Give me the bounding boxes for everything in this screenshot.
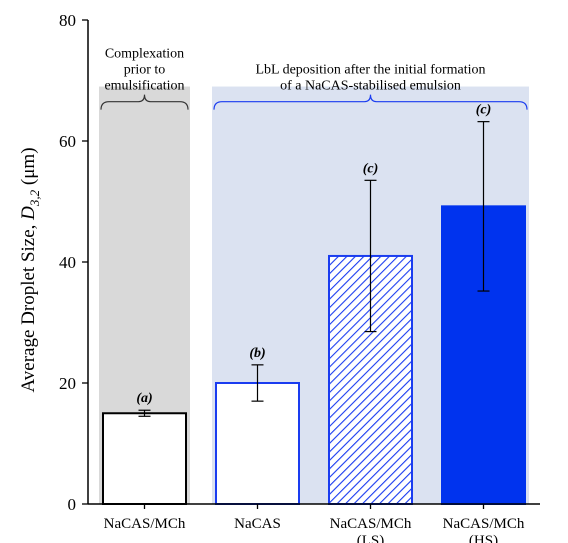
significance-letter: (a) xyxy=(136,391,152,406)
significance-letter: (b) xyxy=(249,346,265,361)
significance-letter: (c) xyxy=(363,161,379,176)
region-label: Complexation xyxy=(105,47,184,62)
region-label: LbL deposition after the initial formati… xyxy=(255,63,485,78)
region-label: of a NaCAS-stabilised emulsion xyxy=(280,79,461,94)
region-label: prior to xyxy=(124,63,166,78)
y-axis-label: Average Droplet Size, D3,2 (μm) xyxy=(18,147,42,392)
region-brace xyxy=(100,94,189,110)
y-tick-label: 60 xyxy=(59,132,76,151)
y-tick-label: 40 xyxy=(59,253,76,272)
category-label: NaCAS/MCh xyxy=(443,516,525,532)
region-brace xyxy=(213,94,528,110)
category-label: (HS) xyxy=(469,533,498,543)
y-tick-label: 0 xyxy=(68,495,77,514)
region-label: emulsification xyxy=(104,79,184,94)
category-label: NaCAS/MCh xyxy=(104,516,186,532)
bar xyxy=(215,382,300,505)
significance-letter: (c) xyxy=(476,103,492,118)
bar xyxy=(102,412,187,505)
y-tick-label: 20 xyxy=(59,374,76,393)
y-tick-label: 80 xyxy=(59,11,76,30)
category-label: NaCAS xyxy=(234,516,281,532)
category-label: (LS) xyxy=(357,533,385,543)
category-label: NaCAS/MCh xyxy=(330,516,412,532)
